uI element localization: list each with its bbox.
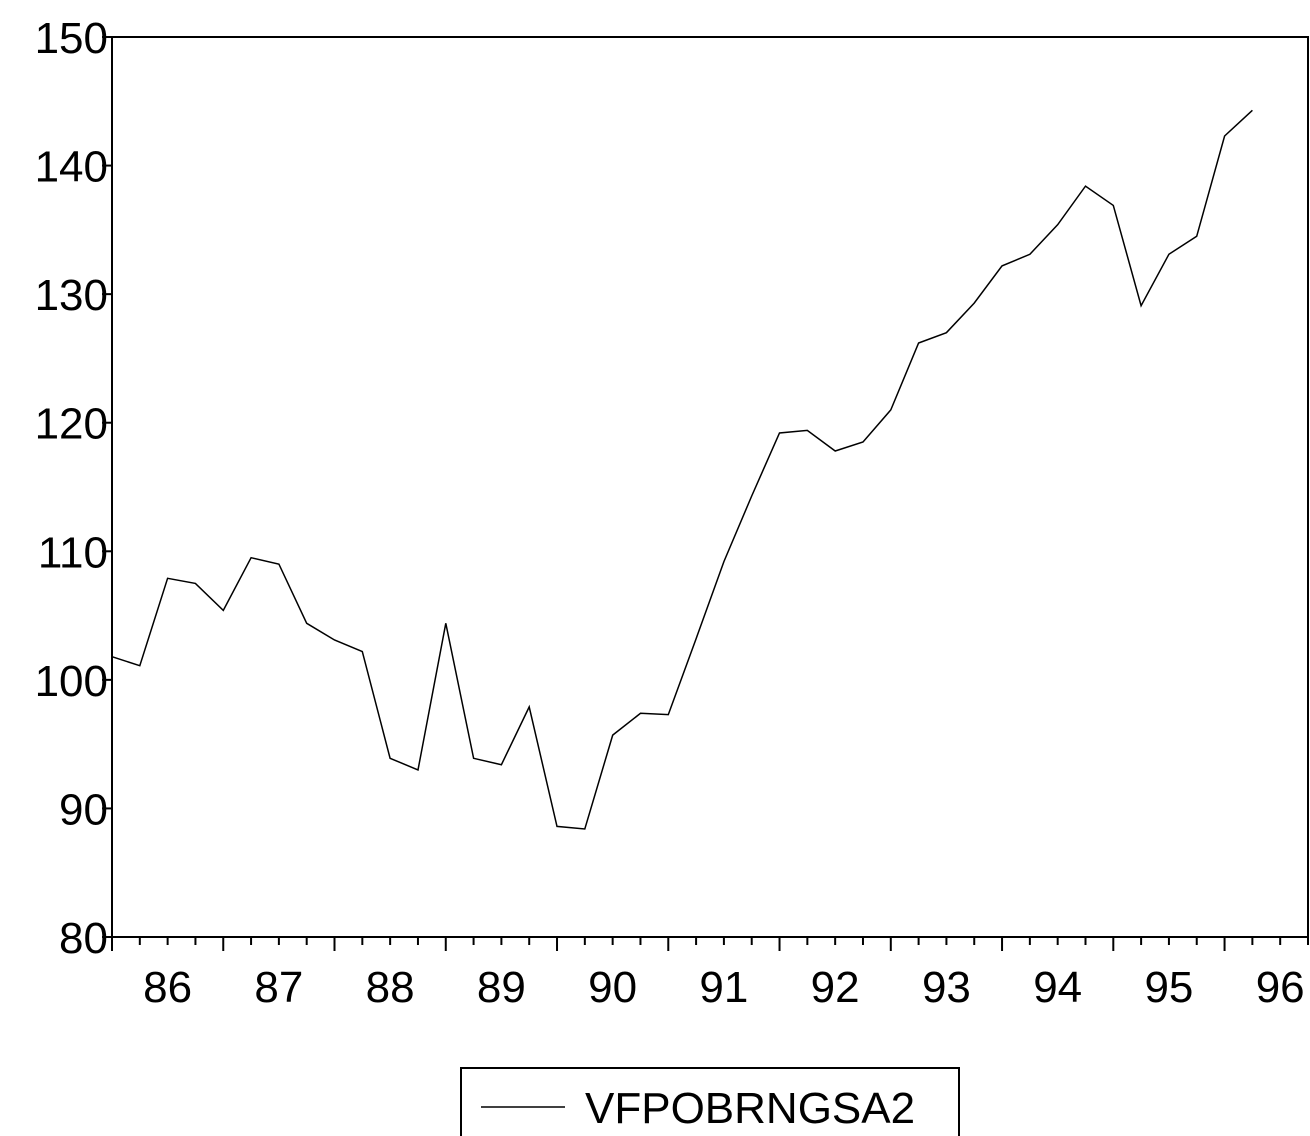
x-tick-label: 86 bbox=[143, 963, 192, 1012]
legend-box bbox=[460, 1067, 960, 1136]
y-tick-label: 150 bbox=[35, 14, 108, 63]
x-tick-label: 96 bbox=[1256, 963, 1305, 1012]
x-tick-label: 88 bbox=[366, 963, 415, 1012]
y-tick-label: 90 bbox=[59, 785, 108, 834]
x-tick-label: 87 bbox=[254, 963, 303, 1012]
y-tick-label: 100 bbox=[35, 657, 108, 706]
plot-frame bbox=[111, 36, 1309, 938]
x-axis: 86 87 88 89 90 91 92 93 94 95 96 bbox=[111, 937, 1309, 1012]
y-tick-label: 130 bbox=[35, 271, 108, 320]
x-tick-label: 90 bbox=[588, 963, 637, 1012]
x-tick-label: 91 bbox=[699, 963, 748, 1012]
x-tick-label: 95 bbox=[1144, 963, 1193, 1012]
x-tick-label: 93 bbox=[922, 963, 971, 1012]
x-tick-label: 92 bbox=[811, 963, 860, 1012]
x-tick-label: 94 bbox=[1033, 963, 1082, 1012]
y-tick-label: 120 bbox=[35, 400, 108, 449]
x-tick-label: 89 bbox=[477, 963, 526, 1012]
legend: VFPOBRNGSA2 bbox=[460, 1067, 960, 1136]
legend-label: VFPOBRNGSA2 bbox=[585, 1084, 915, 1133]
y-axis: 80 90 100 110 120 130 140 150 bbox=[35, 14, 112, 963]
y-tick-label: 110 bbox=[38, 528, 108, 577]
series-layer bbox=[111, 109, 1253, 830]
series-line bbox=[111, 109, 1253, 830]
y-tick-label: 80 bbox=[59, 914, 108, 963]
y-tick-label: 140 bbox=[35, 143, 108, 192]
